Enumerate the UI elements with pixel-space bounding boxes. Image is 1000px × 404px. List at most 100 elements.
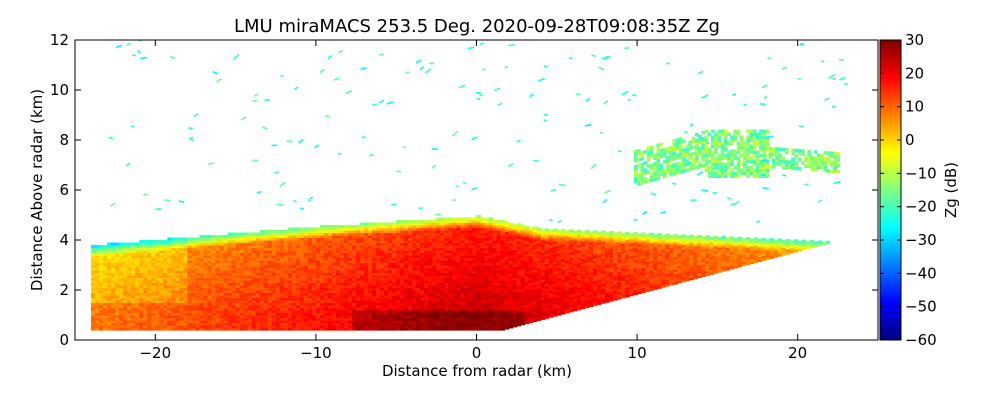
cloud-cell [356,265,361,269]
cloud-cell [488,217,494,221]
cloud-cell [376,325,381,329]
cloud-cell [368,285,373,289]
cloud-cell [211,297,217,301]
cloud-cell [404,285,409,289]
cloud-cell [275,230,281,234]
cloud-cell [335,245,341,249]
cloud-cell [460,292,466,296]
cloud-cell [424,292,429,296]
cloud-cell [368,320,373,324]
cloud-cell [171,287,176,291]
cloud-cell [319,240,325,244]
cloud-cell [267,255,273,259]
cloud-cell [524,241,530,245]
cloud-cell [440,317,445,321]
cloud-cell [207,302,213,306]
cloud-cell [155,250,160,254]
cloud-cell [500,327,506,331]
cloud-cell [171,237,176,241]
cloud-cell [404,262,409,266]
cloud-cell [115,287,120,291]
cloud-cell [356,302,361,306]
cloud-cell [384,315,389,319]
cloud-cell [408,327,413,331]
cloud-cell [299,240,305,244]
cloud-cell [167,240,172,244]
cloud-cell [364,310,369,314]
cloud-cell [568,244,574,248]
cloud-cell [115,280,120,284]
cloud-cell [171,252,176,256]
cloud-cell [235,240,241,244]
cloud-cell [516,240,522,244]
cloud-cell [460,270,466,274]
cloud-cell [576,252,582,256]
cloud-cell [472,222,478,226]
cloud-cell [271,232,277,236]
cloud-cell [175,322,180,326]
cloud-cell [219,285,225,289]
cloud-cell [380,287,385,291]
cloud-cell [552,263,558,267]
cloud-cell [440,245,445,249]
cloud-cell [179,272,185,276]
cloud-cell [456,297,462,301]
cloud-cell [564,310,570,314]
cloud-cell [131,327,136,331]
cloud-cell [584,292,590,296]
cloud-cell [263,255,269,259]
cloud-cell [512,316,518,320]
cloud-cell [356,297,361,301]
cloud-cell [259,245,265,249]
cloud-cell [468,242,474,246]
cloud-cell [416,247,421,251]
cloud-cell [564,255,570,259]
cloud-cell [175,257,180,261]
cloud-cell [388,310,393,314]
cloud-cell [364,280,369,284]
cloud-cell [183,252,189,256]
cloud-cell [339,325,345,329]
cloud-cell [444,235,449,239]
cloud-cell [556,277,562,281]
cloud-cell [416,220,421,224]
cloud-cell [95,260,100,264]
cloud-cell [384,280,389,284]
cloud-cell [155,287,160,291]
cloud-cell [211,295,217,299]
cloud-cell [123,327,128,331]
cloud-cell [315,270,321,274]
cloud-cell [428,327,433,331]
cloud-cell [307,282,313,286]
cloud-cell [147,310,152,314]
cloud-cell [500,252,506,256]
cloud-cell [155,315,160,319]
cloud-cell [368,235,373,239]
cloud-cell [436,307,441,311]
cloud-cell [279,265,285,269]
cloud-cell [203,235,209,239]
cloud-cell [564,307,570,311]
cloud-cell [315,255,321,259]
cloud-cell [123,247,128,251]
cloud-cell [247,260,253,264]
cloud-cell [235,245,241,249]
cloud-cell [107,260,112,264]
cloud-cell [484,260,490,264]
cloud-cell [352,317,357,321]
cloud-cell [183,285,189,289]
cloud-cell [344,305,349,309]
cloud-cell [335,305,341,309]
cloud-cell [348,242,353,246]
cloud-cell [512,249,518,253]
cloud-cell [384,257,389,261]
cloud-cell [480,217,486,221]
cloud-cell [207,317,213,321]
cloud-cell [516,250,522,254]
cloud-cell [331,260,337,264]
cloud-cell [392,222,397,226]
cloud-cell [484,267,490,271]
cloud-cell [588,288,594,293]
cloud-cell [364,235,369,239]
cloud-cell [111,250,116,254]
